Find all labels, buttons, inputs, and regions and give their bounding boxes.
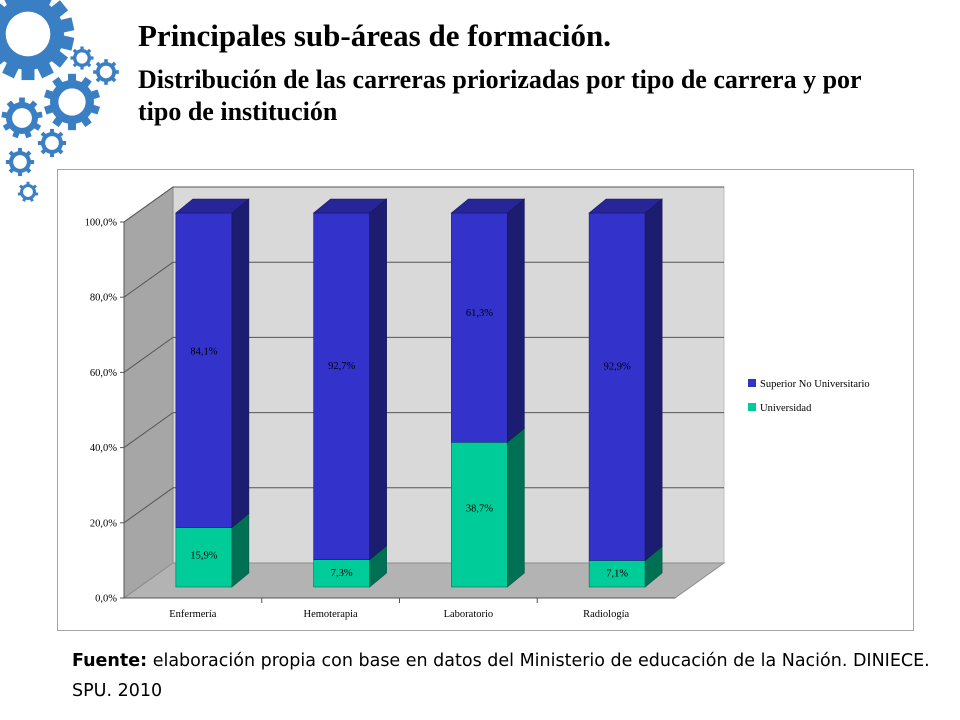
- bar-front: [175, 212, 233, 528]
- bar-front: [451, 441, 508, 588]
- gear-tooth: [50, 0, 69, 18]
- gear-tooth: [80, 65, 84, 70]
- bar-segment: [588, 545, 663, 588]
- chart-frame: 0,0% 20,0% 40,0% 60,0% 80,0% 100,0% Enfermería…: [57, 169, 914, 631]
- data-label: 7,1%: [606, 568, 628, 579]
- bar-top: [175, 198, 250, 214]
- gear-tiny-icon: [17, 181, 39, 202]
- gear-small-icon: [37, 128, 67, 158]
- bar-front: [313, 559, 370, 588]
- bar-top: [588, 198, 663, 214]
- gear-tooth: [0, 0, 6, 18]
- bar-front: [451, 212, 508, 443]
- gear-hole: [45, 136, 59, 150]
- bar-segment: [588, 198, 663, 562]
- gridline: [123, 336, 174, 373]
- gridline: [123, 261, 174, 298]
- legend-swatch: [748, 379, 756, 387]
- gear-small-icon: [1, 97, 43, 139]
- bar-side: [507, 427, 525, 588]
- bar-segment: [450, 198, 526, 443]
- data-label: 92,7%: [328, 361, 355, 372]
- data-label: 7,3%: [331, 568, 353, 579]
- bar-front: [588, 212, 646, 561]
- data-label: 61,3%: [466, 308, 493, 319]
- bar-segment: [175, 198, 250, 529]
- gear-tooth: [0, 50, 6, 68]
- gear-medium-icon: [43, 73, 101, 131]
- source-label: Fuente:: [72, 651, 148, 671]
- bar-front: [175, 527, 233, 588]
- gear-tooth: [26, 181, 30, 186]
- bar-top: [312, 198, 388, 214]
- data-label: 38,7%: [466, 503, 493, 514]
- y-tick-label: 100,0%: [85, 218, 118, 229]
- y-tick-label: 40,0%: [90, 443, 117, 454]
- gear-tooth: [50, 50, 69, 68]
- data-label: 15,9%: [190, 550, 217, 561]
- gridline: [123, 186, 174, 223]
- gear-hole: [23, 187, 33, 197]
- bar-segment: [451, 427, 525, 588]
- gear-hole: [5, 11, 51, 57]
- legend-swatch: [748, 403, 756, 411]
- bar-segment: [312, 198, 388, 561]
- gear-hole: [99, 65, 113, 79]
- data-label: 92,9%: [604, 361, 631, 372]
- bar-segment: [175, 512, 250, 588]
- bar-top: [450, 198, 526, 214]
- chart-side-wall: [123, 186, 174, 599]
- gear-tooth: [50, 128, 54, 134]
- y-tick-label: 80,0%: [90, 293, 117, 304]
- gear-tooth: [104, 80, 108, 85]
- gear-tooth: [21, 68, 35, 81]
- gear-tooth: [18, 147, 22, 153]
- gear-hole: [58, 88, 86, 116]
- slide-subtitle: Distribución de las carreras priorizadas…: [138, 65, 862, 126]
- y-tick-label: 60,0%: [90, 368, 117, 379]
- gear-tooth: [50, 152, 54, 158]
- gear-large-icon: [0, 0, 75, 81]
- gridline: [123, 487, 174, 524]
- x-tick-label: Radiología: [583, 609, 629, 620]
- gear-tooth: [68, 122, 76, 131]
- gear-tiny-icon: [70, 46, 94, 70]
- x-tick-label: Laboratorio: [444, 609, 494, 620]
- bar-front: [313, 212, 370, 560]
- source-note: Fuente: elaboración propia con base en d…: [72, 646, 952, 706]
- gear-tooth: [68, 73, 76, 82]
- y-tick-label: 20,0%: [90, 518, 117, 529]
- data-label: 84,1%: [190, 347, 217, 358]
- gear-tooth: [104, 59, 108, 64]
- gear-small-icon: [5, 147, 35, 177]
- bar-side: [507, 198, 525, 443]
- bar-side: [644, 198, 663, 562]
- gear-hole: [76, 52, 88, 64]
- source-text: elaboración propia con base en datos del…: [72, 651, 930, 701]
- stacked-bar-chart: 0,0% 20,0% 40,0% 60,0% 80,0% 100,0% Enfermería…: [85, 186, 870, 620]
- bar-side: [231, 198, 250, 529]
- gear-decoration-icon: [0, 0, 119, 202]
- gear-hole: [12, 108, 32, 128]
- bar-segment: [313, 545, 387, 588]
- gear-tiny-icon: [93, 59, 119, 85]
- x-tick-label: Enfermería: [169, 609, 217, 620]
- bar-side: [369, 198, 387, 561]
- y-tick-label: 0,0%: [95, 594, 117, 605]
- gear-tooth: [18, 171, 22, 177]
- slide-title: Principales sub-áreas de formación.: [138, 18, 612, 53]
- x-tick-label: Hemoterapia: [304, 609, 359, 620]
- legend-label: Superior No Universitario: [760, 379, 870, 390]
- legend-label: Universidad: [760, 403, 812, 414]
- gear-tooth: [19, 97, 25, 104]
- gear-tooth: [80, 46, 84, 51]
- gridline: [123, 412, 174, 449]
- gear-hole: [13, 155, 27, 169]
